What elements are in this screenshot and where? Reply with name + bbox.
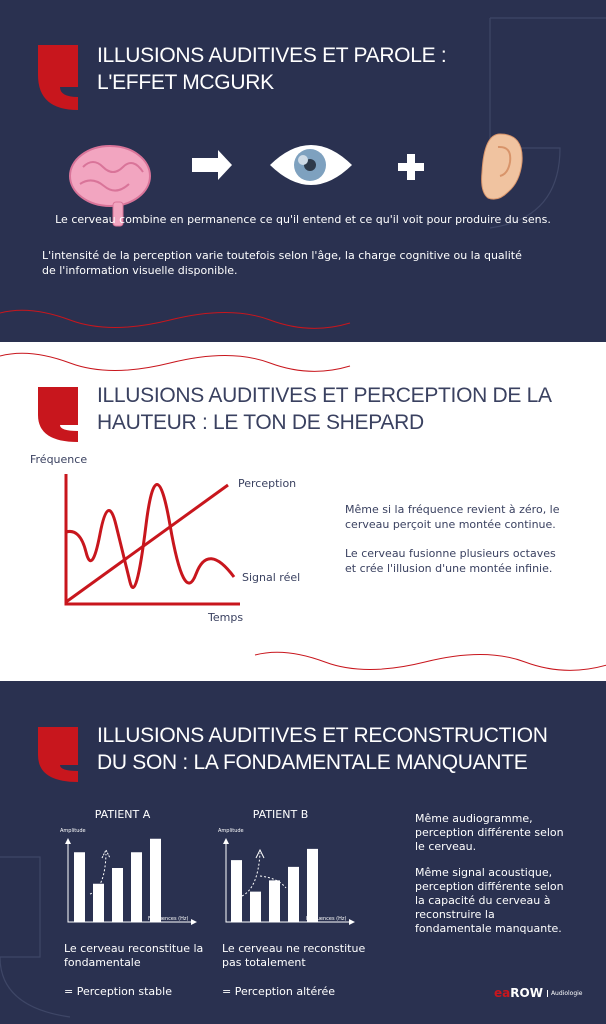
bar [74,852,85,922]
bar [231,860,242,922]
brand-mark-icon [38,387,78,442]
x-axis-label: Temps [208,611,244,624]
fundamental-text-2: Même signal acoustique, perception diffé… [415,866,564,935]
amplitude-chart [223,838,355,925]
brain-icon [69,145,151,227]
bar [269,880,280,922]
section-title: ILLUSIONS AUDITIVES ET PAROLE : L'EFFET M… [97,44,447,94]
bar [131,852,142,922]
patient-panel: PATIENT B Amplitude Fréquences (Hz) Le c… [218,808,378,1008]
paragraph: L'intensité de la perception varie toute… [42,249,522,277]
signal-label: Signal réel [242,571,301,584]
y-axis-label: Amplitude [60,828,86,834]
patient-description: Le cerveau ne reconstitue pas totalement [222,942,366,969]
caption: Le cerveau combine en permanence ce qu'i… [55,213,551,226]
section-missing-fundamental: ILLUSIONS AUDITIVES ET RECONSTRUCTION DU … [0,682,606,1024]
arrow-right-icon [192,150,232,180]
reconstruction-arrow [89,853,107,895]
ear-icon [481,133,523,200]
perception-label: Perception [238,477,297,490]
decorative-wave [0,352,351,372]
patient-description: Le cerveau reconstitue la fondamentale [64,942,204,969]
bar [150,838,161,922]
brand-mark-icon [38,45,78,110]
x-axis-label: Fréquences (Hz) [306,916,347,922]
patient-label: PATIENT A [94,808,151,821]
bar [307,848,318,922]
patient-result: = Perception stable [64,985,172,998]
decorative-wave [0,309,351,329]
bar [112,868,123,922]
shepard-text-1: Même si la fréquence revient à zéro, le … [345,503,560,531]
brand-tagline: Audiologie [546,989,583,997]
bar [93,883,104,922]
section-title: ILLUSIONS AUDITIVES ET PERCEPTION DE LA H… [97,384,552,434]
brand-logo: eaROW Audiologie [494,986,583,1000]
decorative-outline-shape [489,17,606,229]
signal-line [65,483,236,589]
shepard-text-2: Le cerveau fusionne plusieurs octaves et… [345,547,556,575]
fundamental-text-1: Même audiogramme, perception différente … [415,812,564,853]
patient-panel: PATIENT A Amplitude Fréquences (Hz) Le c… [60,808,220,1008]
decorative-outline-shape [0,856,71,1018]
perception-line [65,483,229,604]
bar [288,866,299,922]
bar [250,891,261,922]
y-axis-label: Fréquence [30,453,88,466]
section-shepard: ILLUSIONS AUDITIVES ET PERCEPTION DE LA H… [0,342,606,681]
reconstruction-arrow [241,852,287,897]
amplitude-chart [65,838,197,925]
x-axis-label: Fréquences (Hz) [148,916,189,922]
plus-icon [398,154,424,180]
decorative-wave [254,651,606,671]
patient-result: = Perception altérée [222,985,336,998]
patient-label: PATIENT B [252,808,309,821]
y-axis-label: Amplitude [218,828,244,834]
shepard-chart [64,474,240,606]
y-axis [64,474,240,606]
brand-mark-icon [38,727,78,782]
section-title: ILLUSIONS AUDITIVES ET RECONSTRUCTION DU … [97,724,548,774]
eye-icon [270,145,352,185]
section-mcgurk: ILLUSIONS AUDITIVES ET PAROLE : L'EFFET M… [0,0,606,341]
